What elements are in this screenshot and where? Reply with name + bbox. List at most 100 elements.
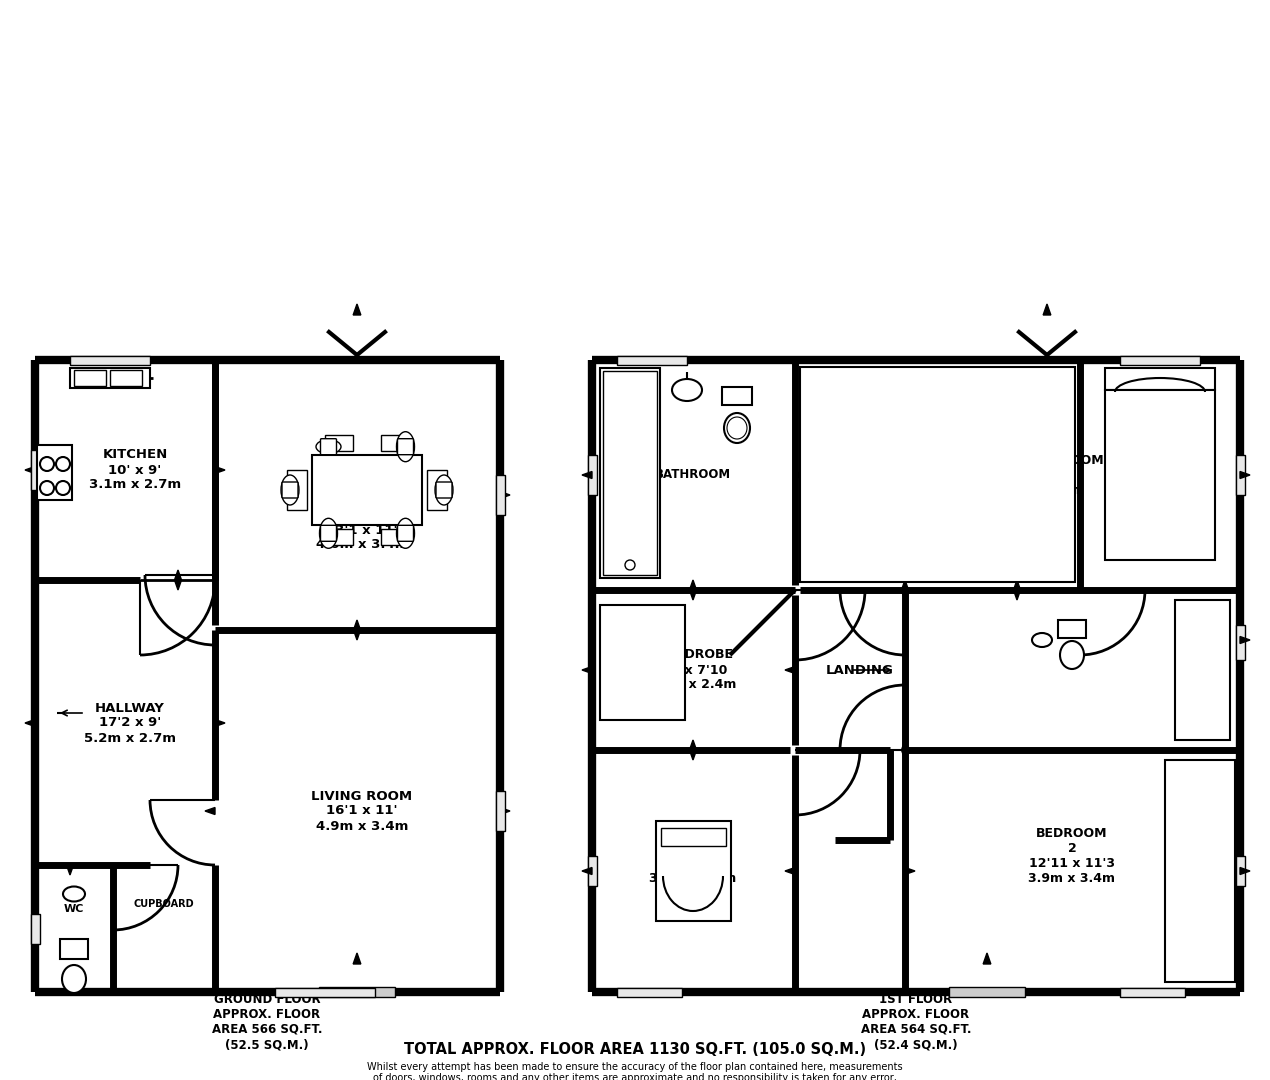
- Polygon shape: [25, 467, 36, 473]
- Bar: [30, 914, 39, 944]
- Bar: [495, 791, 504, 831]
- Polygon shape: [902, 590, 908, 600]
- Bar: [427, 470, 447, 510]
- Polygon shape: [353, 953, 361, 964]
- Text: GROUND FLOOR
APPROX. FLOOR
AREA 566 SQ.FT.
(52.5 SQ.M.): GROUND FLOOR APPROX. FLOOR AREA 566 SQ.F…: [212, 993, 323, 1051]
- Bar: [1105, 368, 1215, 390]
- Text: HALLWAY
17'2 x 9'
5.2m x 2.7m: HALLWAY 17'2 x 9' 5.2m x 2.7m: [84, 702, 177, 744]
- Text: TOTAL APPROX. FLOOR AREA 1130 SQ.FT. (105.0 SQ.M.): TOTAL APPROX. FLOOR AREA 1130 SQ.FT. (10…: [404, 1042, 866, 1057]
- Ellipse shape: [726, 417, 747, 438]
- Bar: [588, 856, 597, 886]
- Bar: [588, 455, 597, 495]
- Polygon shape: [690, 750, 696, 760]
- Polygon shape: [1013, 590, 1021, 600]
- Bar: [660, 828, 726, 846]
- Ellipse shape: [436, 475, 453, 505]
- FancyBboxPatch shape: [320, 438, 337, 455]
- Polygon shape: [902, 740, 908, 750]
- Bar: [617, 355, 687, 365]
- Polygon shape: [500, 491, 511, 499]
- Ellipse shape: [281, 475, 298, 505]
- Bar: [657, 821, 732, 921]
- Bar: [110, 370, 142, 386]
- Bar: [1058, 620, 1086, 638]
- Bar: [381, 435, 409, 451]
- Bar: [599, 368, 660, 578]
- Polygon shape: [582, 666, 592, 674]
- Ellipse shape: [62, 966, 86, 993]
- Ellipse shape: [1060, 642, 1085, 669]
- Text: BEDROOM
3
9'9 x 8'9
3.0m x 2.7m: BEDROOM 3 9'9 x 8'9 3.0m x 2.7m: [649, 827, 737, 885]
- Bar: [37, 445, 72, 500]
- Bar: [70, 355, 150, 365]
- Ellipse shape: [396, 432, 414, 461]
- Text: LANDING: LANDING: [826, 663, 894, 676]
- Bar: [325, 529, 353, 545]
- Bar: [74, 370, 105, 386]
- Polygon shape: [785, 867, 795, 875]
- Polygon shape: [25, 719, 36, 727]
- Text: WC: WC: [64, 904, 84, 914]
- Bar: [495, 475, 504, 515]
- Polygon shape: [582, 472, 592, 478]
- Text: BEDROOM
2
12'11 x 11'3
3.9m x 3.4m: BEDROOM 2 12'11 x 11'3 3.9m x 3.4m: [1029, 827, 1115, 885]
- Polygon shape: [1013, 580, 1021, 590]
- Bar: [1236, 625, 1245, 660]
- Polygon shape: [353, 303, 361, 315]
- Bar: [1105, 390, 1215, 561]
- Polygon shape: [204, 808, 215, 814]
- Polygon shape: [983, 953, 991, 964]
- Bar: [312, 455, 422, 525]
- Ellipse shape: [396, 518, 414, 549]
- Text: of doors, windows, rooms and any other items are approximate and no responsibili: of doors, windows, rooms and any other i…: [373, 1074, 897, 1080]
- Polygon shape: [1240, 472, 1250, 478]
- Text: CUPBOARD: CUPBOARD: [133, 899, 194, 909]
- Polygon shape: [582, 867, 592, 875]
- Polygon shape: [690, 580, 696, 590]
- Text: DINER
13'1 x 11'
4.0m x 3.4m: DINER 13'1 x 11' 4.0m x 3.4m: [316, 509, 408, 552]
- Polygon shape: [174, 580, 182, 590]
- Polygon shape: [690, 590, 696, 600]
- Text: LIVING ROOM
16'1 x 11'
4.9m x 3.4m: LIVING ROOM 16'1 x 11' 4.9m x 3.4m: [311, 789, 413, 833]
- Polygon shape: [1240, 867, 1250, 875]
- Bar: [319, 987, 395, 997]
- Bar: [1120, 987, 1185, 997]
- Bar: [1120, 355, 1200, 365]
- Polygon shape: [1043, 303, 1050, 315]
- Bar: [949, 987, 1025, 997]
- FancyBboxPatch shape: [282, 482, 298, 498]
- Polygon shape: [500, 808, 511, 814]
- Text: BATHROOM: BATHROOM: [655, 469, 732, 482]
- Bar: [30, 450, 39, 490]
- Polygon shape: [906, 867, 914, 875]
- Bar: [800, 367, 1074, 582]
- Polygon shape: [795, 472, 805, 478]
- Polygon shape: [353, 630, 361, 640]
- Bar: [1236, 856, 1245, 886]
- Text: WARDROBE
8'9 x 7'10
2.7m x 2.4m: WARDROBE 8'9 x 7'10 2.7m x 2.4m: [649, 648, 737, 691]
- Bar: [381, 529, 409, 545]
- Ellipse shape: [320, 518, 338, 549]
- Ellipse shape: [316, 440, 342, 454]
- Ellipse shape: [724, 413, 751, 443]
- Bar: [276, 987, 375, 997]
- Polygon shape: [785, 666, 795, 674]
- Polygon shape: [1240, 636, 1250, 644]
- Polygon shape: [353, 620, 361, 630]
- Bar: [599, 605, 685, 720]
- Bar: [1175, 600, 1231, 740]
- Text: 1ST FLOOR
APPROX. FLOOR
AREA 564 SQ.FT.
(52.4 SQ.M.): 1ST FLOOR APPROX. FLOOR AREA 564 SQ.FT. …: [861, 993, 972, 1051]
- Polygon shape: [215, 467, 225, 473]
- Ellipse shape: [1033, 633, 1052, 647]
- FancyBboxPatch shape: [398, 525, 414, 541]
- Polygon shape: [902, 580, 908, 590]
- Bar: [70, 368, 150, 388]
- Bar: [287, 470, 307, 510]
- Text: KITCHEN
10' x 9'
3.1m x 2.7m: KITCHEN 10' x 9' 3.1m x 2.7m: [89, 448, 182, 491]
- Bar: [603, 372, 657, 575]
- Polygon shape: [66, 865, 74, 875]
- FancyBboxPatch shape: [320, 525, 337, 541]
- Bar: [60, 939, 88, 959]
- FancyBboxPatch shape: [436, 482, 452, 498]
- Bar: [617, 987, 682, 997]
